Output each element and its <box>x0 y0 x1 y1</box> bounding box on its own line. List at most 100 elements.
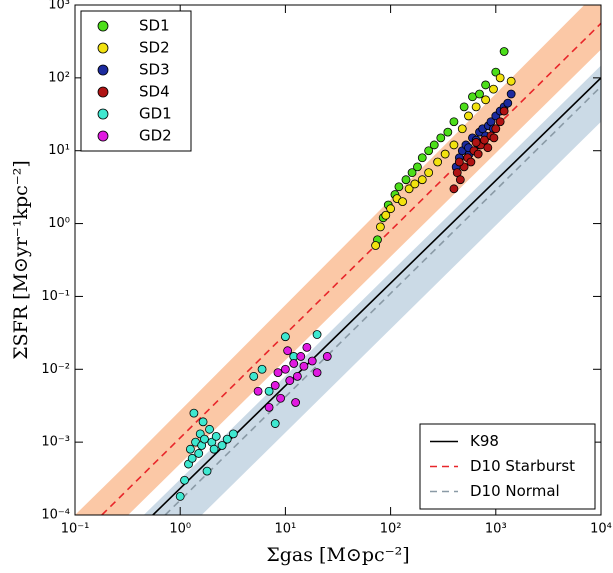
x-tick-label: 10⁻¹ <box>61 522 90 537</box>
point <box>417 175 427 185</box>
point <box>436 133 446 143</box>
point <box>404 184 414 194</box>
point <box>417 153 427 163</box>
point <box>495 73 505 83</box>
point <box>209 444 219 454</box>
point <box>312 330 322 339</box>
point <box>253 386 263 396</box>
point <box>228 429 238 439</box>
plot-frame <box>74 4 602 516</box>
point <box>489 84 498 94</box>
point <box>499 106 509 116</box>
legend-label: K98 <box>470 432 499 450</box>
point <box>407 168 417 178</box>
x-tick-label: 10³ <box>485 522 507 537</box>
y-tick-label: 10² <box>48 70 70 85</box>
point <box>189 408 199 418</box>
point <box>371 241 380 250</box>
point <box>270 419 280 428</box>
point <box>457 124 467 134</box>
legend-marker <box>97 42 109 54</box>
legend-label: SD3 <box>139 61 170 79</box>
point <box>480 135 489 145</box>
point <box>185 444 195 454</box>
point <box>292 371 302 381</box>
point <box>296 352 306 361</box>
point <box>483 143 493 153</box>
point <box>276 393 285 403</box>
point <box>471 138 481 147</box>
point <box>489 133 499 143</box>
point <box>205 424 214 434</box>
y-tick-label: 10⁻² <box>41 362 70 377</box>
legend-marker <box>97 64 109 76</box>
point <box>401 175 411 185</box>
point <box>198 417 208 427</box>
point <box>211 431 221 441</box>
point <box>459 102 469 112</box>
point <box>180 475 189 485</box>
point <box>495 117 505 127</box>
point <box>506 76 516 86</box>
point <box>429 140 439 150</box>
point <box>264 386 274 396</box>
point <box>398 197 407 207</box>
point <box>222 434 232 444</box>
point <box>299 361 309 371</box>
point <box>466 157 476 167</box>
point <box>471 102 481 112</box>
y-tick-label: 10⁻¹ <box>41 289 70 304</box>
point <box>394 182 404 192</box>
point <box>424 168 434 178</box>
point <box>449 117 459 127</box>
x-tick-label: 10⁰ <box>169 522 191 537</box>
point <box>273 368 283 378</box>
point <box>270 381 280 390</box>
point <box>481 95 491 105</box>
point <box>280 332 290 342</box>
y-tick-label: 10⁻⁴ <box>41 508 70 523</box>
point <box>194 449 204 458</box>
point <box>499 47 509 56</box>
point <box>449 140 459 150</box>
point <box>454 157 464 167</box>
point <box>455 175 465 185</box>
point <box>264 402 274 412</box>
point <box>280 364 290 374</box>
x-tick-label: 10⁴ <box>590 522 612 537</box>
x-tick-label: 10² <box>380 522 402 537</box>
point <box>283 346 293 356</box>
fit-line <box>101 22 601 515</box>
point <box>491 67 501 77</box>
point <box>249 371 259 381</box>
point <box>257 364 267 374</box>
point <box>386 204 396 214</box>
point <box>503 98 513 108</box>
point <box>481 80 491 90</box>
plot-area <box>75 5 601 515</box>
y-tick-label: 10⁻³ <box>41 435 70 450</box>
legend-marker <box>97 108 109 120</box>
legend-label: D10 Starburst <box>470 457 575 475</box>
point <box>175 492 185 501</box>
legend-label: GD2 <box>139 127 172 145</box>
point <box>449 184 459 194</box>
legend-label: D10 Normal <box>470 482 560 500</box>
point <box>440 149 450 159</box>
y-axis-label: ΣSFR [M⊙yr⁻¹kpc⁻²] <box>10 160 32 360</box>
legend-marker <box>97 130 109 142</box>
point <box>473 149 483 159</box>
point <box>475 89 484 99</box>
band <box>75 5 601 515</box>
point <box>410 179 420 189</box>
point <box>443 127 453 137</box>
point <box>322 352 332 361</box>
legend-marker <box>97 20 109 32</box>
point <box>376 222 385 232</box>
point <box>312 368 322 378</box>
legend-box <box>80 10 192 152</box>
y-tick-label: 10³ <box>48 0 70 13</box>
y-tick-label: 10⁰ <box>48 216 70 231</box>
point <box>291 398 300 407</box>
